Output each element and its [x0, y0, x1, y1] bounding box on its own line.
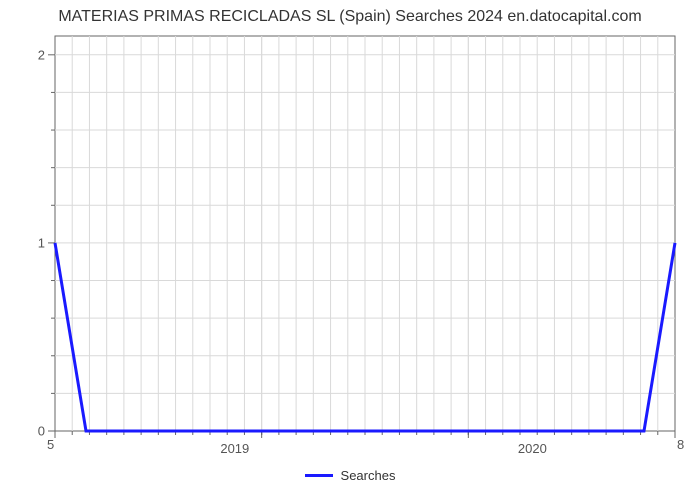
- x-tick-label: 2019: [220, 441, 249, 456]
- x-corner-right: 8: [677, 437, 684, 452]
- y-tick-label: 1: [27, 235, 45, 250]
- legend-swatch: [305, 474, 333, 477]
- x-tick-label: 2020: [518, 441, 547, 456]
- x-corner-left: 5: [47, 437, 54, 452]
- chart-svg: [0, 0, 700, 500]
- chart-container: MATERIAS PRIMAS RECICLADAS SL (Spain) Se…: [0, 0, 700, 500]
- y-tick-label: 2: [27, 47, 45, 62]
- y-tick-label: 0: [27, 424, 45, 439]
- chart-title: MATERIAS PRIMAS RECICLADAS SL (Spain) Se…: [0, 8, 700, 26]
- chart-legend: Searches: [0, 468, 700, 483]
- legend-label: Searches: [341, 468, 396, 483]
